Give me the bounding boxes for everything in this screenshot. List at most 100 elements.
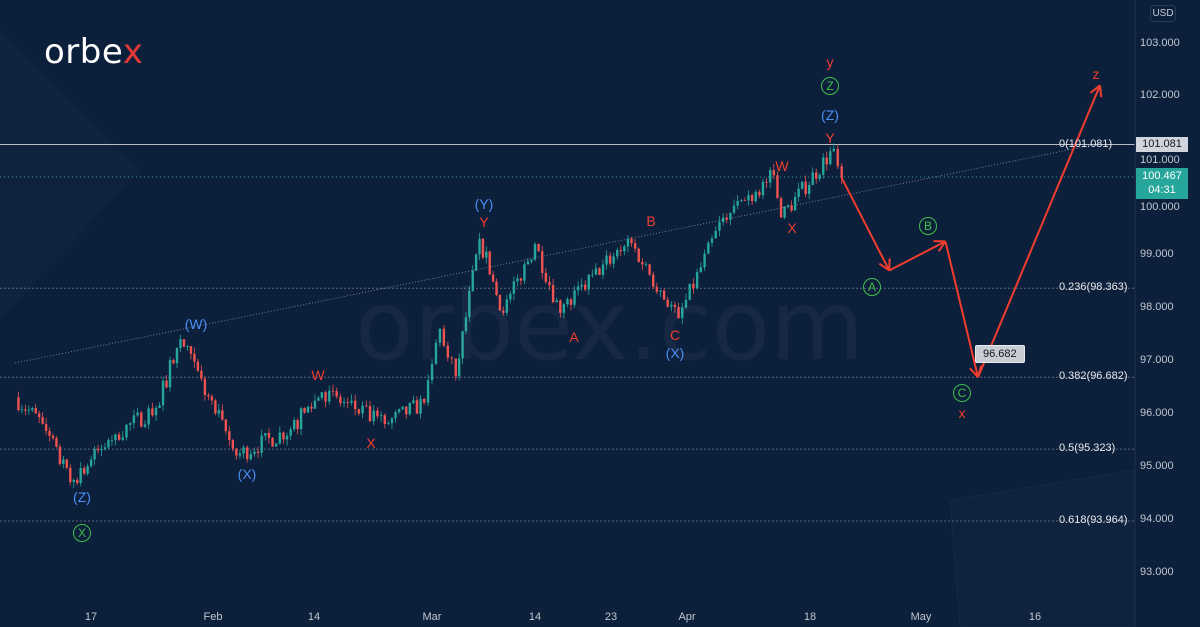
arrow-head [1090, 84, 1101, 94]
candle-body [587, 274, 590, 290]
candle-body [840, 166, 843, 178]
currency-button[interactable]: USD [1150, 5, 1176, 22]
candle-body [231, 440, 235, 449]
candle-body [31, 408, 34, 410]
projection-arrows[interactable] [840, 84, 1103, 378]
candle-body [172, 360, 175, 364]
wave-label: X [787, 220, 797, 236]
candle-body [776, 175, 779, 199]
candle-body [253, 451, 256, 455]
candle-body [786, 205, 790, 207]
candle-body [703, 253, 706, 268]
projection-arrow [977, 84, 1101, 378]
candle-body [401, 406, 404, 410]
candle-body [471, 270, 474, 291]
candle-body [580, 284, 583, 287]
candle-body [154, 408, 158, 416]
candle-body [616, 250, 619, 257]
candle-body [379, 415, 383, 417]
candle-body [481, 238, 485, 258]
decor-shape [949, 469, 1136, 627]
candle-body [800, 181, 804, 189]
candle-body [576, 286, 580, 291]
candle-body [376, 410, 379, 417]
candle-body [718, 222, 721, 231]
candle-body [331, 390, 335, 392]
candle-body [179, 339, 182, 348]
candle-body [282, 432, 285, 440]
wave-label: (Z) [73, 489, 91, 505]
candle-body [491, 274, 495, 282]
candle-body [474, 254, 478, 271]
candle-body [438, 328, 442, 343]
candle-body [626, 238, 630, 247]
bar-countdown: 04:31 [1148, 184, 1176, 196]
arrow-head [1099, 85, 1103, 98]
candle-body [633, 243, 637, 249]
candle-body [62, 459, 65, 464]
candle-body [519, 278, 523, 281]
fib-level-label: 0.618(93.964) [1059, 514, 1128, 526]
price-tick: 102.000 [1140, 89, 1180, 102]
fib-level-label: 0(101.081) [1059, 137, 1113, 150]
candle-body [37, 413, 41, 418]
candle-body [736, 200, 739, 206]
candle-body [320, 392, 324, 398]
wave-label: C [953, 384, 971, 402]
candle-body [324, 392, 327, 402]
candle-body [750, 195, 754, 202]
time-tick: 23 [604, 611, 618, 623]
candle-body [699, 267, 703, 273]
candle-body [242, 447, 245, 454]
candle-body [200, 370, 203, 379]
arrow-head [937, 240, 947, 252]
candle-body [357, 409, 361, 414]
candle-body [822, 157, 825, 175]
price-tick: 103.000 [1140, 36, 1180, 49]
candle-body [729, 212, 732, 220]
candle-body [769, 170, 772, 183]
candle-body [147, 408, 150, 425]
candle-body [168, 360, 172, 388]
candle-body [143, 424, 147, 427]
candle-body [415, 400, 419, 414]
candle-body [107, 440, 110, 448]
candle-body [196, 361, 200, 371]
arrow-head [878, 262, 890, 272]
candle-body [292, 419, 296, 430]
price-tick: 100.000 [1140, 201, 1180, 213]
candle-body [132, 415, 136, 424]
candle-body [612, 256, 615, 264]
candle-body [569, 299, 573, 305]
current-price: 100.467 [1142, 170, 1182, 182]
candle-body [478, 238, 481, 255]
candle-body [641, 262, 644, 265]
candle-body [765, 181, 768, 183]
candle-body [158, 405, 161, 409]
wave-label: W [311, 367, 325, 383]
price-callout: 96.682 [975, 345, 1025, 363]
candle-body [684, 299, 688, 308]
candle-body [559, 300, 562, 313]
candle-body [72, 479, 75, 483]
candle-body [125, 424, 128, 438]
wave-label: (W) [184, 316, 208, 332]
candle-body [551, 285, 555, 303]
candle-body [468, 290, 471, 318]
candle-body [526, 261, 530, 265]
candle-body [512, 281, 516, 294]
projection-arrow [944, 241, 979, 378]
candle-body [224, 419, 228, 432]
candle-body [161, 380, 165, 406]
candle-body [93, 448, 96, 460]
candle-body [368, 406, 372, 422]
candle-body [394, 412, 397, 419]
candle-body [758, 191, 761, 196]
candle-body [714, 230, 717, 239]
candle-body [285, 435, 289, 440]
candle-body [260, 435, 263, 453]
candlesticks [17, 143, 843, 488]
logo-text: orbe [44, 32, 123, 72]
time-tick: Apr [678, 611, 696, 623]
